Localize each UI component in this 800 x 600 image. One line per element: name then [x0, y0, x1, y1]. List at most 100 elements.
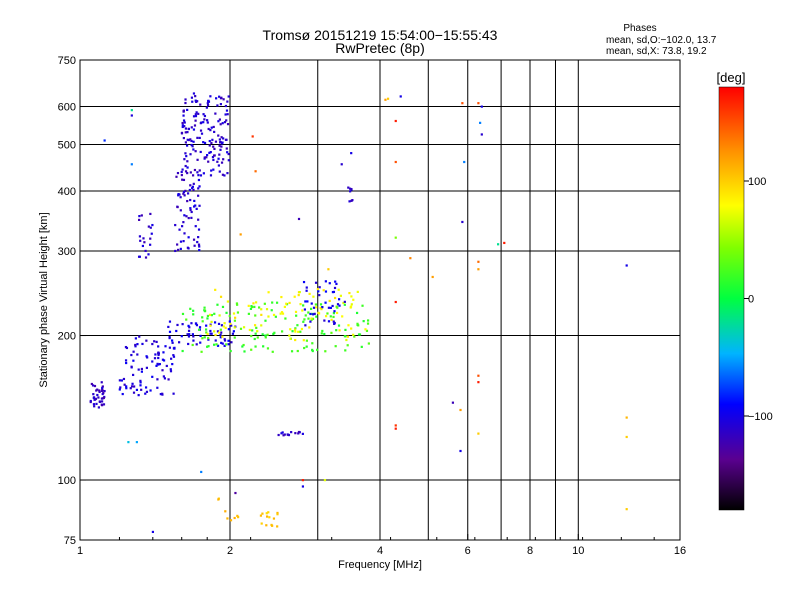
point-x-band-green: [258, 306, 261, 309]
point-x-band-green: [225, 311, 228, 314]
point-isolated: [323, 479, 327, 482]
point-o-upper-stem: [197, 236, 200, 239]
point-x-band-green: [271, 301, 274, 304]
point-isolated: [477, 381, 480, 384]
point-o-low: [92, 403, 96, 406]
point-x-low-90: [233, 516, 236, 520]
point-x-band-green: [221, 305, 225, 309]
point-o-upper-stem: [179, 247, 182, 250]
point-o-flat: [176, 323, 179, 327]
point-o-upper-stem: [197, 228, 201, 231]
point-x-band-green: [206, 314, 210, 318]
point-isolated: [503, 241, 506, 245]
point-x-low-80: [265, 515, 269, 518]
point-o-upper: [198, 136, 201, 140]
point-o-upper-stem: [189, 184, 192, 187]
point-o-upper: [219, 103, 222, 106]
point-x-low-80: [265, 524, 268, 527]
point-o-small: [147, 253, 150, 256]
point-x-band-green: [310, 318, 313, 321]
point-o-rise: [118, 388, 121, 391]
point-o-upper-stem: [190, 210, 193, 214]
point-x-band-yellow: [214, 333, 217, 337]
point-o-flat: [168, 336, 171, 340]
point-o-line-125: [301, 432, 304, 435]
point-o-upper: [203, 118, 206, 121]
point-isolated: [327, 268, 330, 271]
point-o-patch-3MHz: [338, 304, 341, 307]
point-o-upper: [182, 136, 185, 140]
point-x-band-yellow: [289, 328, 292, 331]
point-x-band-green: [249, 307, 253, 310]
point-o-low: [103, 389, 106, 393]
point-o-line-125: [281, 431, 284, 434]
point-x-band-green: [356, 322, 359, 325]
point-x-band-green: [362, 320, 365, 323]
x-tick-label: 4: [377, 545, 383, 557]
point-isolated: [394, 427, 397, 430]
point-x-band-green: [299, 330, 302, 333]
point-x-band-yellow: [356, 290, 359, 294]
point-o-upper: [199, 150, 202, 154]
point-x-band-green: [335, 305, 338, 308]
point-o-upper-stem: [198, 204, 201, 207]
point-o-upper: [189, 138, 192, 141]
point-o-rise: [121, 392, 124, 396]
point-o-upper-stem: [182, 192, 185, 195]
point-o-small: [137, 255, 141, 258]
point-o-upper-stem: [182, 221, 185, 224]
point-o-upper-stem: [174, 223, 177, 227]
point-x-band-green: [201, 316, 204, 319]
point-o-rise: [137, 368, 140, 371]
point-x-band-green: [291, 330, 294, 333]
point-x-band-yellow: [223, 322, 226, 325]
point-o-flat: [209, 332, 212, 335]
point-o-flat: [190, 322, 193, 325]
point-o-upper-stem: [181, 178, 184, 181]
point-isolated: [386, 97, 390, 100]
point-o-upper: [207, 160, 210, 163]
point-x-band-green: [315, 315, 318, 318]
point-o-rise: [140, 388, 143, 391]
y-tick-label: 750: [58, 55, 76, 67]
point-o-upper: [184, 152, 187, 155]
point-o-upper: [182, 109, 185, 112]
point-o-patch-3MHz: [328, 282, 331, 285]
point-x-band-green: [239, 327, 243, 330]
point-o-upper-stem: [192, 205, 196, 208]
point-o-upper-stem: [198, 185, 201, 188]
point-x-band-green: [228, 314, 231, 318]
point-o-upper: [223, 121, 227, 124]
point-o-flat: [216, 344, 220, 347]
point-o-upper-stem: [175, 175, 178, 178]
point-o-flat: [192, 335, 195, 338]
point-o-upper: [208, 139, 211, 143]
point-x-band-yellow: [213, 330, 216, 333]
point-o-patch-3MHz: [332, 290, 336, 294]
point-x-low-80: [260, 522, 263, 525]
point-o-rise: [161, 393, 164, 396]
point-o-low: [97, 406, 100, 409]
point-x-band-green: [305, 339, 308, 342]
point-x-band-green: [192, 313, 195, 316]
point-x-band-green: [303, 346, 306, 350]
point-o-upper-stem: [177, 192, 180, 196]
point-o-upper: [192, 148, 195, 151]
point-o-flat: [220, 341, 223, 345]
point-o-flat: [213, 321, 217, 324]
point-x-low-80: [276, 525, 279, 528]
point-o-flat: [175, 329, 178, 333]
point-x-band-green: [264, 319, 267, 322]
point-o-upper: [226, 151, 229, 154]
point-o-patch-3MHz: [304, 324, 307, 327]
point-o-3.5MHz: [347, 186, 350, 189]
point-x-band-green: [261, 333, 264, 336]
point-o-upper-stem: [176, 243, 179, 246]
point-o-rise: [157, 356, 160, 360]
point-o-low: [101, 392, 104, 396]
point-o-low: [101, 404, 104, 407]
point-o-upper: [185, 144, 189, 147]
point-o-flat: [187, 329, 191, 332]
point-x-band-green: [189, 307, 192, 310]
